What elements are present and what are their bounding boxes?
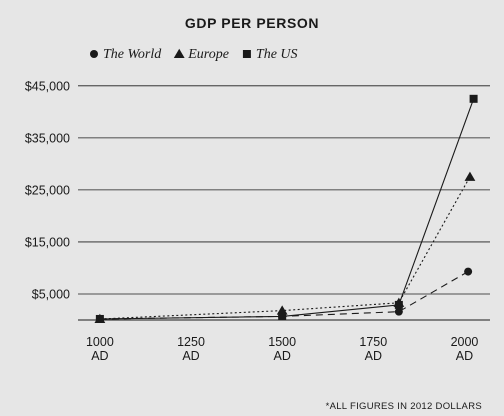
legend-label: Europe [187,47,229,62]
gridlines [78,85,490,321]
legend-circle-icon [90,50,98,58]
series-line-0 [99,271,469,320]
chart-title: GDP PER PERSON [185,15,319,31]
x-tick-label: 2000 [451,335,479,349]
x-tick-label: AD [91,349,108,363]
y-tick-label: $45,000 [25,79,70,93]
x-tick-label: AD [273,349,290,363]
legend-label: The US [256,47,298,62]
x-tick-label: 1750 [359,335,387,349]
y-axis-labels: $5,000 $15,000 $25,000 $35,000 $45,000 [25,79,70,301]
series-line-1 [99,176,471,320]
legend-square-icon [242,50,251,58]
data-point-square [394,300,403,309]
x-tick-label: AD [365,349,382,363]
x-tick-label: 1000 [86,335,114,349]
series-lines [99,98,475,320]
data-point-triangle [464,171,476,181]
y-tick-label: $5,000 [32,287,70,301]
series-markers [94,94,478,323]
series-line-2 [99,98,475,320]
y-tick-label: $15,000 [25,235,70,249]
footnote: *ALL FIGURES IN 2012 DOLLARS [326,401,482,412]
data-point-square [278,312,287,321]
legend: The World Europe The US [90,47,298,62]
data-point-triangle [276,305,288,315]
x-tick-label: AD [456,349,473,363]
y-tick-label: $35,000 [25,131,70,145]
data-point-circle [394,307,403,316]
x-tick-label: 1500 [268,335,296,349]
data-point-square [95,314,104,323]
x-tick-label: 1250 [177,335,205,349]
legend-triangle-icon [173,48,185,58]
x-tick-label: AD [182,349,199,363]
data-point-circle [464,267,473,276]
data-point-square [469,94,478,103]
y-tick-label: $25,000 [25,183,70,197]
legend-label: The World [103,47,162,62]
